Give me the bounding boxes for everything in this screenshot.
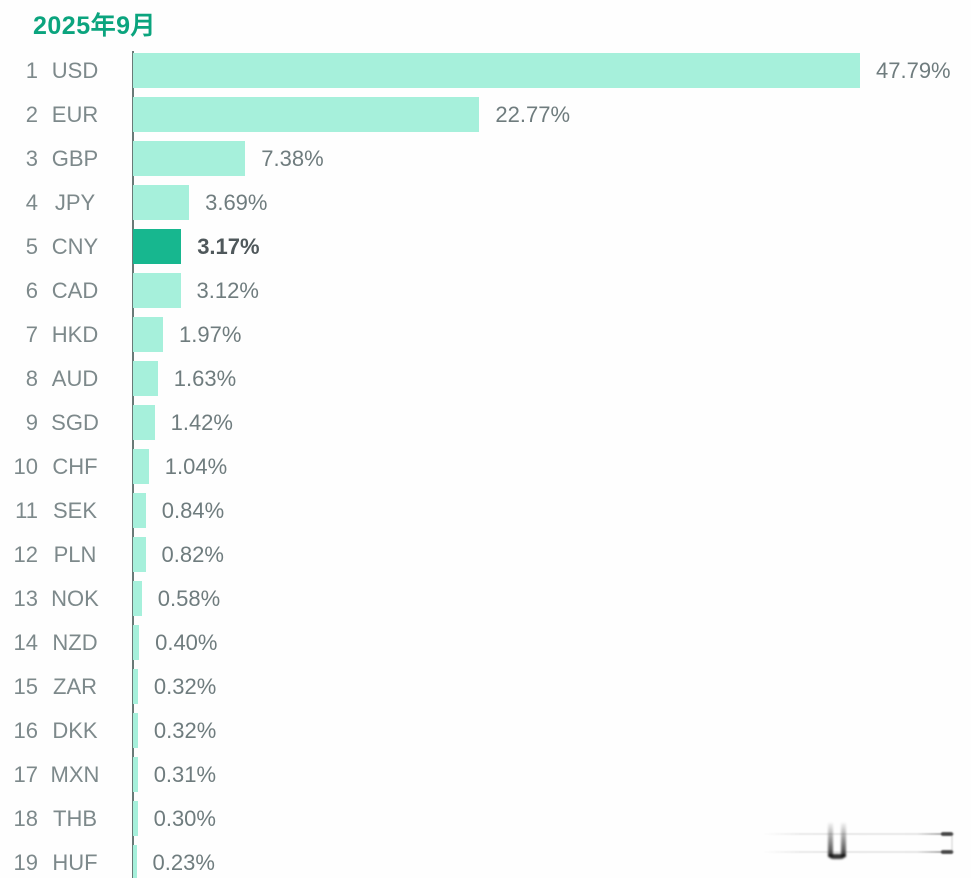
bar-row: 18 THB 0.30% [0, 801, 971, 836]
value-label: 0.32% [153, 673, 217, 699]
rank-label: 18 [13, 805, 38, 831]
bar [133, 361, 158, 396]
currency-label: THB [53, 805, 97, 831]
bar [133, 317, 163, 352]
currency-label: HUF [52, 849, 98, 875]
bar-row: 17 MXN 0.31% [0, 757, 971, 792]
value-label: 0.58% [157, 585, 221, 611]
currency-label: SEK [52, 497, 98, 523]
value-label: 7.38% [261, 145, 324, 171]
value-label: 47.79% [876, 57, 951, 83]
bar [133, 493, 146, 528]
rank-label: 3 [25, 145, 38, 171]
rank-label: 4 [25, 189, 38, 215]
currency-label: MXN [50, 761, 100, 787]
bar [133, 757, 138, 792]
currency-label: USD [51, 57, 99, 83]
bar-row: 8 AUD 1.63% [0, 361, 971, 396]
bar [133, 141, 246, 176]
rank-label: 16 [13, 717, 38, 743]
rank-label: 12 [13, 541, 38, 567]
rank-label: 11 [15, 497, 38, 523]
bar [133, 537, 146, 572]
rank-label: 19 [13, 849, 38, 875]
currency-label: HKD [51, 321, 99, 347]
value-label: 1.42% [170, 409, 233, 435]
value-label: 1.63% [173, 365, 237, 391]
rank-label: 7 [25, 321, 38, 347]
value-label: 0.82% [161, 541, 224, 567]
bar [133, 273, 181, 308]
bar-row: 5 CNY 3.17% [0, 229, 971, 264]
bar-row: 4 JPY 3.69% [0, 185, 971, 220]
bar-row: 16 DKK 0.32% [0, 713, 971, 748]
bar-row: 10 CHF 1.04% [0, 449, 971, 484]
bar-row: 14 NZD 0.40% [0, 625, 971, 660]
bar [133, 97, 480, 132]
bar [133, 229, 182, 264]
currency-label: PLN [53, 541, 97, 567]
currency-label: NOK [51, 585, 99, 611]
value-label: 0.40% [155, 629, 218, 655]
bar-row: 13 NOK 0.58% [0, 581, 971, 616]
rank-label: 15 [13, 673, 38, 699]
bar [133, 713, 138, 748]
value-label: 1.04% [164, 453, 228, 479]
currency-label: CHF [52, 453, 98, 479]
rank-label: 13 [13, 585, 38, 611]
value-label: 0.30% [153, 805, 216, 831]
currency-label: GBP [51, 145, 99, 171]
bar [133, 669, 138, 704]
currency-label: JPY [54, 189, 96, 215]
currency-label: DKK [52, 717, 98, 743]
bar [133, 405, 155, 440]
bar-row: 7 HKD 1.97% [0, 317, 971, 352]
bar-row: 9 SGD 1.42% [0, 405, 971, 440]
rank-label: 5 [25, 233, 38, 259]
currency-label: CAD [51, 277, 99, 303]
value-label: 0.23% [152, 849, 215, 875]
bar [133, 449, 149, 484]
rank-label: 14 [13, 629, 38, 655]
rank-label: 2 [25, 101, 38, 127]
value-label: 3.69% [205, 189, 268, 215]
rank-label: 6 [25, 277, 38, 303]
bar-row: 1 USD 47.79% [0, 53, 971, 88]
bar-row: 15 ZAR 0.32% [0, 669, 971, 704]
currency-label: CNY [51, 233, 99, 259]
bar [133, 185, 190, 220]
currency-label: AUD [51, 365, 99, 391]
bar [133, 845, 137, 878]
value-label: 1.97% [179, 321, 242, 347]
value-label: 0.32% [153, 717, 217, 743]
value-label: 0.31% [153, 761, 217, 787]
bar-rows: 1 USD 47.79% 2 EUR 22.77% 3 GBP 7.38% 4 … [0, 53, 971, 878]
currency-label: ZAR [53, 673, 97, 699]
bar [133, 581, 142, 616]
value-label: 22.77% [495, 101, 571, 127]
currency-label: SGD [51, 409, 99, 435]
bar [133, 801, 138, 836]
rank-label: 8 [25, 365, 38, 391]
currency-label: NZD [52, 629, 98, 655]
rank-label: 9 [25, 409, 38, 435]
rank-label: 17 [13, 761, 38, 787]
bar-row: 12 PLN 0.82% [0, 537, 971, 572]
value-label: 3.12% [196, 277, 259, 303]
bar-row: 3 GBP 7.38% [0, 141, 971, 176]
value-label: 0.84% [161, 497, 225, 523]
bar-row: 6 CAD 3.12% [0, 273, 971, 308]
currency-label: EUR [51, 101, 99, 127]
value-label: 3.17% [197, 233, 260, 259]
bar-row: 11 SEK 0.84% [0, 493, 971, 528]
bar [133, 53, 860, 88]
chart-title: 2025年9月 [33, 12, 157, 40]
bar-row: 2 EUR 22.77% [0, 97, 971, 132]
rank-label: 10 [13, 453, 38, 479]
bar [133, 625, 140, 660]
rank-label: 1 [25, 57, 38, 83]
bar-row: 19 HUF 0.23% [0, 845, 971, 878]
